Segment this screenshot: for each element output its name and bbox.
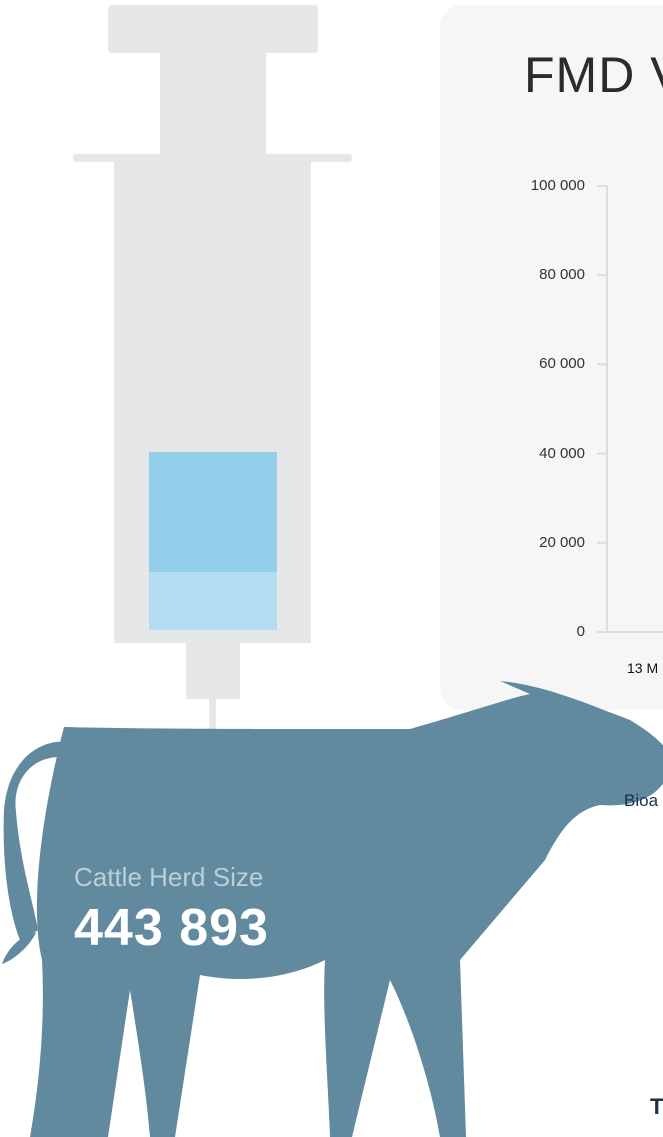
y-tick-label: 20 000 (539, 533, 585, 551)
y-tick-label: 40 000 (539, 444, 585, 462)
y-tick-marks (597, 185, 607, 633)
cow-body (30, 681, 663, 1137)
cow-icon (2, 681, 663, 1137)
cattle-herd-size-value: 443 893 (74, 899, 269, 957)
chart-axes (606, 186, 663, 633)
side-caption: Bioa (624, 791, 659, 810)
cow-tail-tuft (2, 928, 38, 964)
vaccine-fill-upper (149, 452, 277, 573)
y-tick-label: 80 000 (539, 266, 585, 284)
vaccine-fill-lower (149, 572, 277, 630)
y-tick-label: 0 (576, 623, 585, 640)
syringe-icon (73, 5, 352, 797)
syringe-plunger-rod (160, 52, 266, 156)
cattle-herd-size-label: Cattle Herd Size (74, 862, 264, 892)
y-tick-label: 60 000 (539, 355, 585, 373)
bottom-caption: T (650, 1094, 663, 1119)
cow-tail (3, 741, 70, 940)
syringe-plunger-cap (108, 5, 318, 53)
y-tick-label: 100 000 (530, 177, 585, 194)
x-tick-label: 13 M (627, 660, 659, 676)
syringe-hub (186, 641, 240, 699)
chart-title: FMD V (524, 47, 663, 103)
